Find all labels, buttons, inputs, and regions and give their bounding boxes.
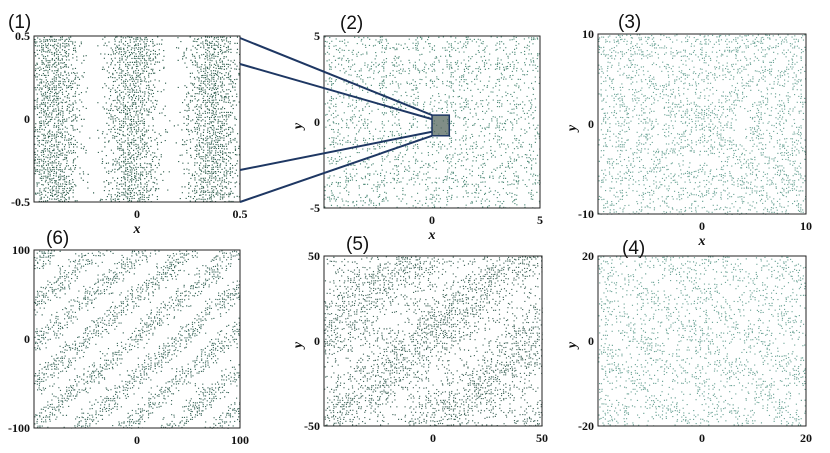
panel-1-xtick: 0.5 [233,207,248,221]
panel-3-xlabel: x [698,234,706,249]
panel-3-label: (3) [618,12,641,33]
panel-6-point-cloud [34,250,241,429]
panel-2-ytick: 5 [314,29,320,43]
panel-1-ytick: -0.5 [11,195,30,209]
panel-1-label: (1) [8,12,31,33]
panel-3-ytick: 10 [582,27,594,41]
panel-3-ytick: -10 [578,207,594,221]
panel-3-frame [597,33,807,215]
panel-5-ytick: 0 [314,334,320,348]
panel-2-label: (2) [340,13,363,34]
zoom-connector-line [239,130,433,171]
panel-6-ytick: 100 [12,243,30,257]
zoom-connector-line [239,134,433,203]
panel-1-ytick: 0 [24,112,30,126]
panel-3-scatter-points [598,34,807,216]
panel-6-ytick: 0 [24,332,30,346]
panel-4-xtick: 20 [800,431,812,445]
panel-5-ylabel: y [291,341,306,350]
panel-2-ylabel: y [291,122,306,131]
zoom-connector-line [239,63,433,121]
panel-5-xtick: 0 [430,431,436,445]
panel-2-xtick: 0 [429,213,435,227]
panel-4-frame [597,255,807,427]
panel-1: (1)0.50-0.50 0.5x [8,12,248,237]
panel-4-ytick: 0 [588,334,594,348]
panel-2-ytick: -5 [310,201,320,215]
panel-1-point-cloud [34,36,241,203]
panel-1-xlabel: x [133,222,141,237]
panel-5-ytick: -50 [304,419,320,433]
panel-6-scatter-points [34,250,241,429]
panel-4-point-cloud [598,256,807,427]
panel-4-scatter-points [598,256,807,427]
panel-6-label: (6) [46,228,69,249]
panel-4-ylabel: y [565,341,580,350]
panel-2-frame [323,35,541,209]
panel-5-scatter-points [324,256,543,427]
panel-4-ytick: 20 [582,249,594,263]
panel-2-ytick: 0 [314,115,320,129]
panel-1-xtick: 0 [134,207,140,221]
panel-6-xtick: 100 [231,433,249,447]
panel-3-xtick: 10 [800,219,812,233]
panel-5-label: (5) [346,234,369,255]
panel-5-xtick: 50 [536,431,548,445]
panel-1-scatter-points [34,36,241,203]
panel-6-frame [33,249,241,429]
panel-6-ytick: -100 [8,421,30,435]
panel-4-xtick: 0 [699,431,705,445]
panel-3-xtick: 0 [699,219,705,233]
panel-5-point-cloud [324,256,543,427]
panel-3-point-cloud [598,34,807,216]
panel-5-frame [323,255,543,427]
panel-1-frame [33,35,241,203]
zoom-box [431,114,451,137]
panel-2: (2) 5 0 -5 0 5 x y [291,13,543,243]
panel-3-ytick: 0 [588,117,594,131]
panel-5: (5) 50 0 -50 0 50 y [291,234,548,445]
panel-4: (4) 20 0 -20 0 20 y [565,238,812,445]
panel-1-ytick: 0.5 [15,29,30,43]
panel-3-ylabel: y [565,124,580,133]
panel-4-ytick: -20 [578,419,594,433]
panel-3: (3) 10 0 -10 0 10 x y [565,12,812,249]
panel-2-xlabel: x [428,228,436,243]
panel-5-ytick: 50 [308,249,320,263]
panel-6-xtick: 0 [134,433,140,447]
panel-6: (6) 100 0 -100 0 100 [8,228,249,447]
panel-4-label: (4) [622,238,645,259]
zoom-connector-line [239,37,433,117]
panel-2-xtick: 5 [537,213,543,227]
zoom-indicator [239,37,451,203]
